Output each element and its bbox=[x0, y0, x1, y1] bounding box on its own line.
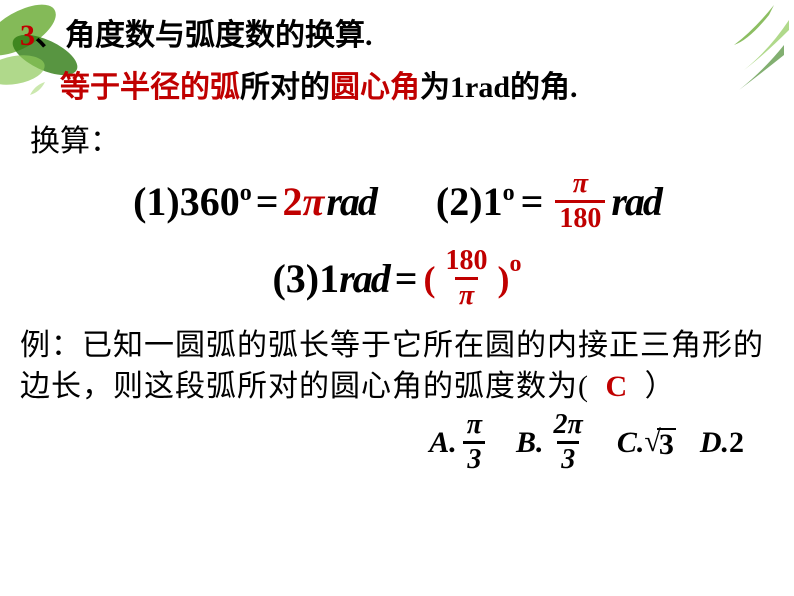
eq3-label: (3)1 bbox=[272, 255, 339, 302]
choice-c: C. √ 3 bbox=[617, 425, 676, 460]
eq3-denominator: π bbox=[455, 277, 478, 310]
eq3-rparen: ) bbox=[498, 258, 510, 300]
equation-3: (3)1rad = ( 180 π )o bbox=[272, 247, 521, 310]
choice-a-label: A. bbox=[429, 426, 457, 460]
equation-row-1: (1)360o = 2π rad (2)1o = π 180 rad bbox=[20, 170, 774, 233]
eq2-degree: o bbox=[503, 180, 515, 207]
equation-row-2: (3)1rad = ( 180 π )o bbox=[20, 247, 774, 310]
choice-d-label: D. bbox=[700, 426, 729, 460]
eq3-rad: rad bbox=[339, 255, 389, 302]
choice-a-num: π bbox=[463, 411, 486, 441]
choice-b-fraction: 2π 3 bbox=[550, 411, 587, 474]
choice-b-den: 3 bbox=[557, 441, 579, 474]
eq2-fraction: π 180 bbox=[555, 170, 605, 233]
eq3-numerator: 180 bbox=[442, 247, 492, 277]
choices-row: A. π 3 B. 2π 3 C. √ 3 D. 2 bbox=[20, 411, 774, 474]
def-part5: 1rad bbox=[450, 71, 510, 104]
def-part2: 所对的 bbox=[240, 71, 330, 104]
eq2-numerator: π bbox=[569, 170, 592, 200]
eq3-lparen: ( bbox=[424, 258, 436, 300]
eq1-pi: π bbox=[303, 178, 325, 225]
choice-c-label: C. bbox=[617, 426, 645, 460]
heading-text: 角度数与弧度数的换算. bbox=[65, 19, 373, 52]
example-answer: C bbox=[606, 370, 629, 403]
eq3-fraction: 180 π bbox=[442, 247, 492, 310]
def-part4: 为 bbox=[420, 71, 450, 104]
eq3-degree: o bbox=[510, 251, 522, 278]
choice-d-val: 2 bbox=[729, 426, 744, 460]
heading-number: 3 bbox=[20, 19, 35, 52]
eq1-rad: rad bbox=[326, 178, 376, 225]
choice-a-fraction: π 3 bbox=[463, 411, 486, 474]
choice-b-label: B. bbox=[516, 426, 544, 460]
heading-line: 3、角度数与弧度数的换算. bbox=[20, 10, 774, 54]
eq2-denominator: 180 bbox=[555, 200, 605, 233]
choice-b: B. 2π 3 bbox=[516, 411, 593, 474]
choice-a: A. π 3 bbox=[429, 411, 492, 474]
def-part3: 圆心角 bbox=[330, 71, 420, 104]
eq2-rad: rad bbox=[611, 178, 661, 225]
eq2-label: (2)1 bbox=[436, 178, 503, 225]
equation-1: (1)360o = 2π rad bbox=[133, 178, 376, 225]
example-close: ） bbox=[645, 370, 676, 403]
choice-c-sqrt: √ 3 bbox=[644, 425, 675, 460]
slide-content: 3、角度数与弧度数的换算. 等于半径的弧所对的圆心角为1rad的角. 换算： (… bbox=[0, 0, 794, 474]
eq1-degree: o bbox=[240, 180, 252, 207]
choice-a-den: 3 bbox=[463, 441, 485, 474]
def-part6: 的角. bbox=[510, 71, 578, 104]
example-text: 例：已知一圆弧的弧长等于它所在圆的内接正三角形的边长，则这段弧所对的圆心角的弧度… bbox=[20, 326, 774, 407]
eq1-value: 2 bbox=[283, 178, 303, 225]
choice-b-num: 2π bbox=[550, 411, 587, 441]
eq3-equals: = bbox=[395, 255, 418, 302]
definition-line: 等于半径的弧所对的圆心角为1rad的角. bbox=[60, 62, 774, 106]
conversion-label: 换算： bbox=[30, 116, 774, 160]
choice-c-sqrt-arg: 3 bbox=[657, 428, 676, 460]
choice-d: D. 2 bbox=[700, 426, 744, 460]
eq1-label: (1)360 bbox=[133, 178, 240, 225]
heading-sep: 、 bbox=[35, 19, 65, 52]
def-part1: 等于半径的弧 bbox=[60, 71, 240, 104]
equation-2: (2)1o = π 180 rad bbox=[436, 170, 661, 233]
eq2-equals: = bbox=[521, 178, 544, 225]
eq1-equals: = bbox=[256, 178, 279, 225]
